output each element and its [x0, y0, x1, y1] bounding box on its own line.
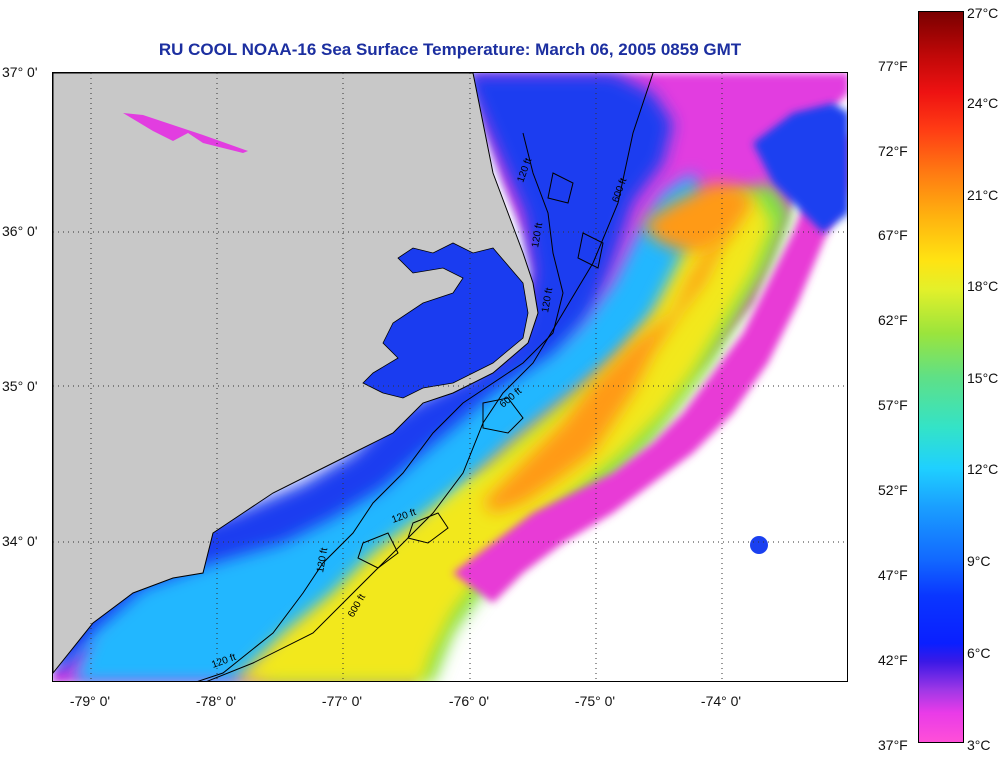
sst-yellow-band — [235, 193, 773, 681]
longitude-label: -79° 0' — [69, 693, 111, 709]
longitude-label: -74° 0' — [700, 693, 742, 709]
sst-orange-core — [483, 223, 733, 513]
pamlico-sound — [362, 242, 529, 399]
contour-120ft — [197, 132, 564, 681]
sst-offshore-patch — [750, 536, 768, 554]
sst-offshore-blue — [753, 103, 847, 233]
sea-surface-temperature-map: 120 ft 120 ft 600 ft 120 ft 600 ft 120 ft 120 … — [52, 72, 848, 682]
celsius-tick-label: 12°C — [967, 461, 999, 477]
latitude-label: 37° 0' — [2, 64, 38, 80]
fahrenheit-tick-label: 42°F — [878, 652, 908, 668]
sst-magenta-fringe — [453, 134, 847, 603]
fahrenheit-tick-label: 57°F — [878, 397, 908, 413]
latitude-label: 35° 0' — [2, 378, 38, 394]
longitude-label: -75° 0' — [574, 693, 616, 709]
contour-label: 120 ft — [530, 222, 545, 249]
celsius-tick-label: 24°C — [967, 95, 999, 111]
contour-label: 120 ft — [315, 547, 330, 574]
graticule — [53, 73, 847, 681]
celsius-tick-label: 6°C — [967, 645, 991, 661]
celsius-tick-label: 3°C — [967, 737, 991, 753]
temperature-colorbar — [918, 11, 964, 743]
fahrenheit-tick-label: 62°F — [878, 312, 908, 328]
celsius-tick-label: 21°C — [967, 187, 999, 203]
celsius-tick-label: 18°C — [967, 278, 999, 294]
fahrenheit-tick-label: 52°F — [878, 482, 908, 498]
fahrenheit-tick-label: 77°F — [878, 58, 908, 74]
land — [53, 73, 539, 674]
latitude-label: 34° 0' — [2, 533, 38, 549]
longitude-label: -76° 0' — [448, 693, 490, 709]
celsius-tick-label: 15°C — [967, 370, 999, 386]
bathymetry-contours — [197, 73, 654, 681]
chart-title: RU COOL NOAA-16 Sea Surface Temperature:… — [158, 40, 742, 59]
fahrenheit-tick-label: 37°F — [878, 737, 908, 753]
celsius-tick-label: 27°C — [967, 5, 999, 21]
sst-orange-offshore — [643, 183, 753, 253]
fahrenheit-tick-label: 47°F — [878, 567, 908, 583]
fahrenheit-tick-label: 72°F — [878, 143, 908, 159]
contour-label: 120 ft — [540, 287, 555, 314]
celsius-tick-label: 9°C — [967, 553, 991, 569]
longitude-label: -78° 0' — [195, 693, 237, 709]
longitude-label: -77° 0' — [321, 693, 363, 709]
fahrenheit-tick-label: 67°F — [878, 227, 908, 243]
latitude-label: 36° 0' — [2, 223, 38, 239]
